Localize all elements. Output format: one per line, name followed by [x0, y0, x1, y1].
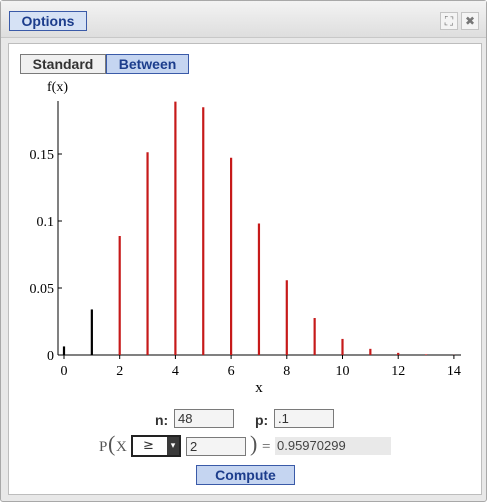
- n-label: n:: [155, 412, 169, 428]
- bound-field[interactable]: 2: [186, 437, 246, 456]
- x-axis-label: x: [255, 380, 263, 396]
- title-bar: Options ⛶ ✖: [1, 1, 486, 38]
- x-tick-label: 8: [283, 364, 290, 379]
- y-tick-label: 0.05: [30, 282, 55, 297]
- x-tick-label: 4: [172, 364, 179, 379]
- x-tick-label: 0: [61, 364, 68, 379]
- x-tick-label: 14: [447, 364, 461, 379]
- close-paren: ): [250, 431, 258, 456]
- open-paren: (: [108, 431, 116, 456]
- equals-sign: =: [262, 439, 271, 455]
- x-symbol: X: [116, 439, 127, 455]
- x-tick-label: 10: [336, 364, 350, 379]
- p-symbol: P: [99, 439, 108, 455]
- distribution-panel: Standard Between 0 0.05 0.1 0.15 0 2 4 6 8 10 12 14…: [8, 43, 482, 495]
- chevron-down-icon[interactable]: ▾: [167, 437, 179, 455]
- compute-button[interactable]: Compute: [196, 465, 295, 485]
- x-tick-label: 2: [116, 364, 123, 379]
- tab-between[interactable]: Between: [106, 54, 189, 74]
- expand-icon[interactable]: ⛶: [440, 12, 458, 30]
- y-axis-label: f(x): [47, 80, 68, 95]
- y-tick-label: 0.15: [30, 148, 55, 163]
- tab-standard[interactable]: Standard: [20, 54, 106, 74]
- x-tick-label: 12: [391, 364, 405, 379]
- p-label: p:: [255, 412, 269, 428]
- binomial-chart: 0 0.05 0.1 0.15 0 2 4 6 8 10 12 14 f(x) x: [30, 80, 461, 396]
- options-button[interactable]: Options: [9, 11, 87, 31]
- p-field[interactable]: .1: [274, 409, 334, 428]
- probability-result: 0.95970299: [275, 437, 391, 455]
- y-tick-label: 0: [47, 349, 54, 364]
- x-tick-label: 6: [228, 364, 235, 379]
- close-icon[interactable]: ✖: [461, 12, 479, 30]
- y-tick-label: 0.1: [37, 215, 55, 230]
- n-field[interactable]: 48: [174, 409, 234, 428]
- inequality-value: ≥: [143, 438, 154, 453]
- inequality-select[interactable]: ≥ ▾: [131, 435, 181, 457]
